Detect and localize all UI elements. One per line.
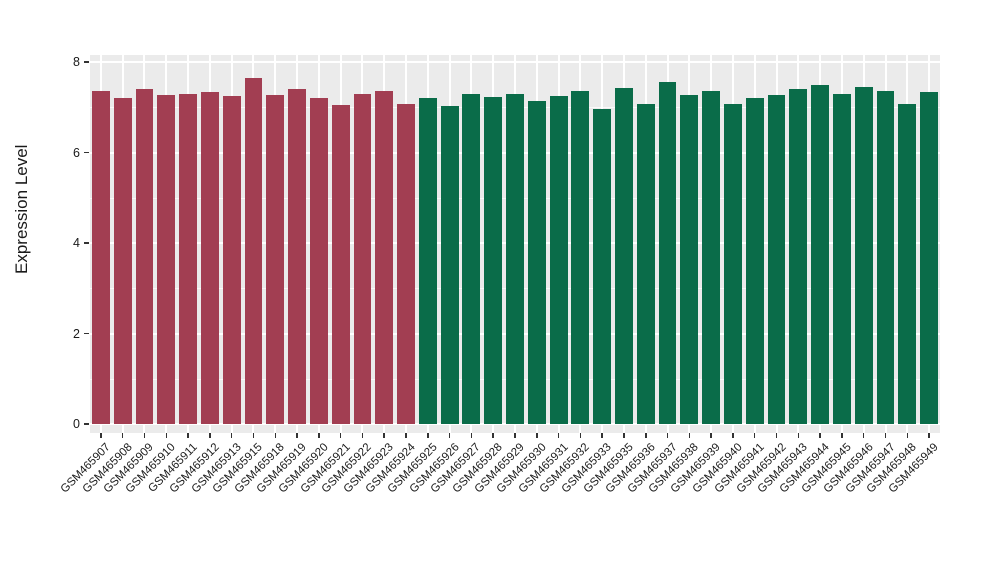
bar-GSM465932 bbox=[571, 91, 590, 424]
x-tick-mark-GSM465941 bbox=[753, 433, 756, 438]
bar-GSM465938 bbox=[680, 94, 699, 424]
bar-GSM465926 bbox=[440, 106, 459, 424]
x-tick-mark-GSM465908 bbox=[121, 433, 124, 438]
bar-GSM465944 bbox=[811, 84, 830, 424]
x-tick-mark-GSM465921 bbox=[339, 433, 342, 438]
bar-GSM465913 bbox=[222, 96, 241, 424]
bar-GSM465940 bbox=[724, 103, 742, 424]
y-tick-mark-2 bbox=[84, 332, 89, 335]
x-tick-mark-GSM465907 bbox=[100, 433, 102, 438]
bar-GSM465931 bbox=[549, 95, 568, 424]
bar-GSM465915 bbox=[244, 77, 263, 424]
bar-GSM465909 bbox=[135, 89, 154, 424]
bar-GSM465907 bbox=[91, 91, 110, 424]
x-tick-mark-GSM465923 bbox=[383, 433, 385, 438]
bar-GSM465921 bbox=[331, 104, 350, 424]
bar-GSM465947 bbox=[876, 91, 895, 424]
bar-GSM465920 bbox=[309, 98, 328, 424]
bar-GSM465930 bbox=[527, 101, 546, 424]
bar-GSM465925 bbox=[418, 98, 437, 424]
bar-GSM465927 bbox=[462, 93, 481, 424]
x-tick-mark-GSM465931 bbox=[557, 433, 560, 438]
x-tick-mark-GSM465924 bbox=[405, 433, 407, 438]
y-tick-label-6: 6 bbox=[73, 145, 80, 160]
x-tick-mark-GSM465937 bbox=[666, 433, 669, 438]
x-tick-mark-GSM465945 bbox=[841, 433, 843, 438]
x-tick-mark-GSM465912 bbox=[209, 433, 211, 438]
x-tick-mark-GSM465909 bbox=[143, 433, 146, 438]
x-tick-mark-GSM465935 bbox=[623, 433, 625, 438]
x-tick-mark-GSM465939 bbox=[710, 433, 712, 438]
bar-GSM465939 bbox=[702, 91, 721, 424]
bar-GSM465949 bbox=[920, 92, 939, 424]
x-tick-mark-GSM465936 bbox=[645, 433, 647, 438]
bar-GSM465923 bbox=[375, 91, 394, 424]
x-tick-mark-GSM465918 bbox=[274, 433, 276, 438]
x-tick-mark-GSM465927 bbox=[470, 433, 473, 438]
y-tick-mark-6 bbox=[84, 151, 89, 154]
bar-GSM465908 bbox=[113, 98, 132, 424]
x-tick-mark-GSM465915 bbox=[252, 433, 255, 438]
x-tick-mark-GSM465940 bbox=[732, 433, 734, 438]
bar-GSM465946 bbox=[854, 86, 873, 424]
x-tick-mark-GSM465944 bbox=[819, 433, 821, 438]
x-tick-mark-GSM465910 bbox=[165, 433, 168, 438]
y-axis-title: Expression Level bbox=[12, 144, 31, 274]
x-tick-mark-GSM465942 bbox=[775, 433, 778, 438]
bar-GSM465911 bbox=[179, 93, 197, 424]
x-tick-mark-GSM465932 bbox=[579, 433, 582, 438]
x-tick-mark-GSM465930 bbox=[536, 433, 538, 438]
bar-GSM465929 bbox=[506, 93, 524, 424]
bar-GSM465942 bbox=[767, 94, 786, 424]
bar-GSM465910 bbox=[157, 94, 176, 424]
x-tick-mark-GSM465943 bbox=[797, 433, 800, 438]
plot-panel bbox=[90, 55, 940, 433]
bar-GSM465922 bbox=[353, 93, 372, 424]
bar-GSM465933 bbox=[593, 108, 612, 424]
x-tick-mark-GSM465949 bbox=[928, 433, 930, 438]
y-tick-label-4: 4 bbox=[73, 236, 80, 250]
x-tick-mark-GSM465926 bbox=[448, 433, 451, 438]
x-tick-mark-GSM465913 bbox=[230, 433, 233, 438]
y-tick-mark-8 bbox=[84, 61, 89, 63]
x-tick-mark-GSM465929 bbox=[514, 433, 516, 438]
bar-GSM465912 bbox=[200, 92, 219, 424]
x-tick-mark-GSM465925 bbox=[427, 433, 429, 438]
bar-GSM465941 bbox=[745, 98, 764, 424]
x-tick-mark-GSM465928 bbox=[492, 433, 494, 438]
bar-GSM465936 bbox=[636, 103, 655, 424]
y-tick-label-0: 0 bbox=[73, 417, 80, 431]
x-tick-mark-GSM465947 bbox=[884, 433, 887, 438]
bar-GSM465945 bbox=[832, 93, 851, 424]
bar-GSM465943 bbox=[789, 89, 808, 424]
bar-GSM465928 bbox=[484, 97, 503, 424]
bar-GSM465919 bbox=[288, 89, 306, 424]
x-tick-mark-GSM465922 bbox=[361, 433, 364, 438]
x-tick-mark-GSM465938 bbox=[688, 433, 691, 438]
y-tick-label-2: 2 bbox=[73, 326, 80, 341]
x-tick-mark-GSM465920 bbox=[318, 433, 320, 438]
bar-GSM465924 bbox=[397, 103, 415, 424]
bar-GSM465937 bbox=[658, 82, 677, 424]
y-tick-mark-0 bbox=[84, 423, 89, 425]
x-tick-mark-GSM465933 bbox=[601, 433, 603, 438]
x-tick-mark-GSM465948 bbox=[906, 433, 909, 438]
y-tick-label-8: 8 bbox=[73, 55, 80, 69]
x-tick-mark-GSM465919 bbox=[296, 433, 298, 438]
x-tick-mark-GSM465911 bbox=[187, 433, 189, 438]
y-tick-mark-4 bbox=[84, 242, 89, 244]
bar-GSM465935 bbox=[615, 88, 633, 424]
bar-GSM465918 bbox=[266, 95, 285, 424]
x-tick-mark-GSM465946 bbox=[862, 433, 865, 438]
bar-GSM465948 bbox=[898, 103, 917, 424]
